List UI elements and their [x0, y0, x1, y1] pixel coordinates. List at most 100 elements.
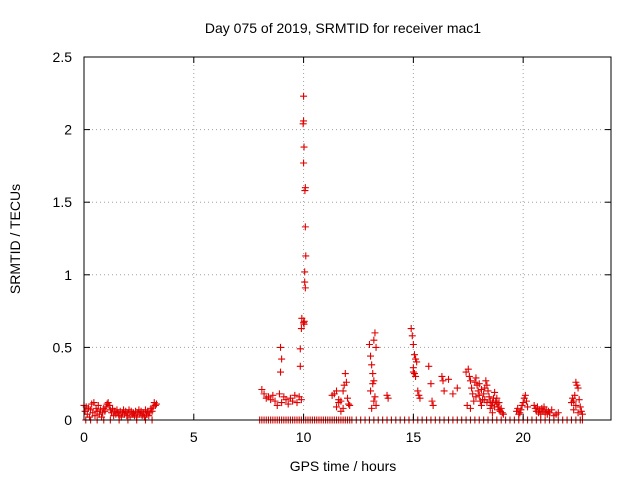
data-point [148, 407, 156, 415]
data-point [514, 404, 522, 412]
data-point [413, 358, 421, 366]
data-point [384, 394, 392, 402]
data-point [293, 399, 301, 407]
data-point [548, 406, 556, 414]
data-point [408, 332, 416, 340]
data-point [342, 378, 350, 386]
data-point [409, 340, 417, 348]
data-point [468, 384, 476, 392]
y-tick-label: 2 [64, 122, 72, 138]
data-point [407, 325, 415, 333]
data-point [522, 397, 530, 405]
data-point [297, 396, 305, 404]
x-tick-label: 0 [80, 429, 88, 445]
data-point [368, 361, 376, 369]
data-point [151, 401, 159, 409]
data-point [333, 387, 341, 395]
data-point [289, 397, 297, 405]
data-point [475, 380, 483, 388]
data-point [470, 397, 478, 405]
data-point [570, 397, 578, 405]
data-point [572, 378, 580, 386]
data-point [301, 268, 309, 276]
x-tick-label: 5 [190, 429, 198, 445]
data-point [416, 394, 424, 402]
data-point [339, 387, 347, 395]
data-point [477, 401, 485, 409]
data-point [275, 390, 283, 398]
data-point [278, 399, 286, 407]
data-point [482, 377, 490, 385]
data-point [260, 390, 268, 398]
data-point [302, 252, 310, 260]
tick-labels: 0 5 10 15 20 0 0.5 1 1.5 2 2.5 [53, 49, 532, 445]
data-point [449, 390, 457, 398]
data-point [371, 329, 379, 337]
data-point [90, 399, 98, 407]
y-tick-label: 0.5 [53, 339, 73, 355]
data-point [521, 391, 529, 399]
data-point [464, 365, 472, 373]
data-point [453, 384, 461, 392]
data-point [368, 404, 376, 412]
data-point [365, 340, 373, 348]
data-point [485, 393, 493, 401]
data-point [335, 399, 343, 407]
data-point [296, 345, 304, 353]
data-point [367, 352, 375, 360]
data-point [277, 368, 285, 376]
data-point [282, 396, 290, 404]
data-point [554, 409, 562, 417]
data-point [474, 387, 482, 395]
data-point [412, 372, 420, 380]
data-point [493, 394, 501, 402]
data-point [301, 278, 309, 286]
data-point [409, 364, 417, 372]
data-point [296, 362, 304, 370]
data-point [269, 391, 277, 399]
data-point [570, 406, 578, 414]
data-point [438, 372, 446, 380]
data-point [291, 391, 299, 399]
data-point [301, 223, 309, 231]
data-point [267, 396, 275, 404]
data-point [370, 397, 378, 405]
data-point [544, 407, 552, 415]
data-point [273, 401, 281, 409]
data-point [284, 400, 292, 408]
data-point [519, 399, 527, 407]
data-point [425, 362, 433, 370]
data-point [339, 404, 347, 412]
data-point [94, 401, 102, 409]
data-point [277, 343, 285, 351]
data-point [369, 380, 377, 388]
data-point [300, 317, 308, 325]
data-point [576, 403, 584, 411]
data-point [429, 401, 437, 409]
data-point [113, 406, 121, 414]
data-point [410, 351, 418, 359]
data-point [297, 325, 305, 333]
data-point [300, 159, 308, 167]
data-point [492, 397, 500, 405]
data-points [80, 92, 586, 424]
data-point [486, 404, 494, 412]
data-point [491, 403, 499, 411]
data-point [499, 410, 507, 418]
y-tick-label: 1.5 [53, 194, 73, 210]
data-point [271, 397, 279, 405]
data-point [341, 370, 349, 378]
data-point [463, 401, 471, 409]
data-point [483, 399, 491, 407]
data-point [530, 401, 538, 409]
data-point [524, 403, 532, 411]
data-point [495, 399, 503, 407]
data-point [369, 370, 377, 378]
data-point [428, 397, 436, 405]
data-point [91, 412, 99, 420]
data-point [575, 396, 583, 404]
data-point [484, 387, 492, 395]
data-point [487, 401, 495, 409]
chart-title: Day 075 of 2019, SRMTID for receiver mac… [205, 20, 481, 36]
